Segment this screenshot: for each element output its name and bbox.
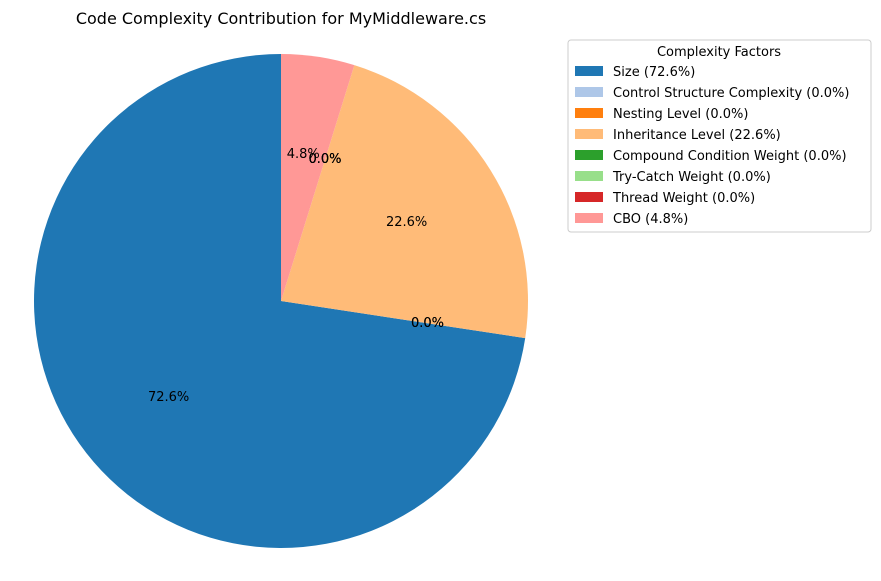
legend-label-compound-condition-weight: Compound Condition Weight (0.0%): [613, 149, 847, 164]
pie-label-compound-condition-weight: 0.0%: [309, 152, 342, 167]
pie-slices: [33, 54, 528, 548]
legend-label-nesting-level: Nesting Level (0.0%): [613, 107, 748, 122]
pie-label-size: 72.6%: [148, 390, 189, 405]
pie-label-nesting-level: 0.0%: [411, 316, 444, 331]
legend-swatch-nesting-level: [575, 108, 603, 118]
legend-swatch-size: [575, 66, 603, 76]
legend-label-cbo: CBO (4.8%): [613, 212, 688, 227]
legend-swatch-compound-condition-weight: [575, 150, 603, 160]
legend-label-control-structure-complexity: Control Structure Complexity (0.0%): [613, 86, 849, 101]
legend-swatch-try-catch-weight: [575, 171, 603, 181]
legend-swatch-control-structure-complexity: [575, 87, 603, 97]
pie-label-cbo: 4.8%: [287, 147, 320, 162]
legend: Complexity Factors Size (72.6%) Control S…: [567, 39, 872, 233]
chart-title: Code Complexity Contribution for MyMiddl…: [76, 9, 486, 28]
pie-label-control-structure-complexity: 0.0%: [411, 316, 444, 331]
legend-items: Size (72.6%) Control Structure Complexity…: [575, 65, 849, 227]
legend-swatch-cbo: [575, 213, 603, 223]
pie-label-try-catch-weight: 0.0%: [309, 152, 342, 167]
pie-slice-inheritance-level: [281, 65, 528, 339]
legend-label-thread-weight: Thread Weight (0.0%): [612, 191, 755, 206]
legend-label-inheritance-level: Inheritance Level (22.6%): [613, 128, 781, 143]
legend-frame: [567, 39, 872, 233]
legend-title: Complexity Factors: [657, 45, 781, 60]
legend-swatch-thread-weight: [575, 192, 603, 202]
pie-slice-cbo: [281, 54, 355, 301]
legend-label-try-catch-weight: Try-Catch Weight (0.0%): [612, 170, 771, 185]
pie-label-inheritance-level: 22.6%: [386, 215, 427, 230]
legend-label-size: Size (72.6%): [613, 65, 695, 80]
legend-swatch-inheritance-level: [575, 129, 603, 139]
pie-label-thread-weight: 0.0%: [309, 152, 342, 167]
pie-percent-labels: 72.6%0.0%0.0%22.6%0.0%0.0%0.0%4.8%: [148, 147, 444, 405]
pie-slice-size: [33, 54, 526, 548]
